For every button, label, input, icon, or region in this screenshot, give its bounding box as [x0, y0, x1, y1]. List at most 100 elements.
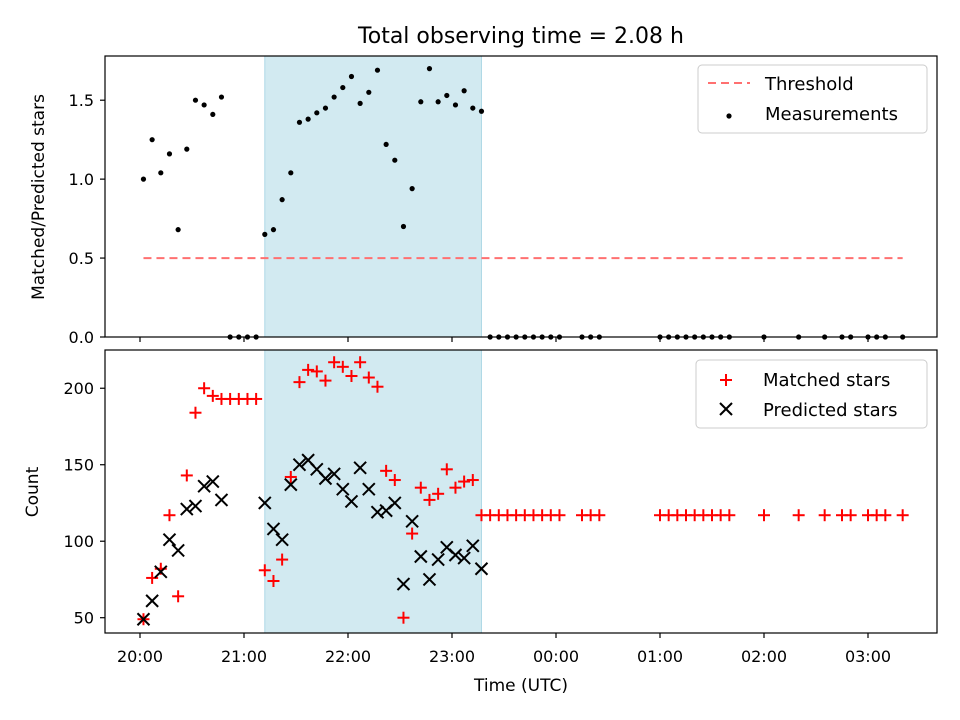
y-tick-label: 0.0	[69, 328, 94, 347]
matched-stars-point	[293, 376, 306, 389]
predicted-stars-point	[197, 479, 211, 493]
matched-stars-point	[345, 370, 358, 383]
bottom-panel-frame	[104, 349, 938, 634]
matched-stars-point	[371, 380, 384, 393]
y-tick-label: 200	[63, 379, 94, 398]
matched-stars-point	[380, 464, 393, 477]
predicted-stars-point	[258, 496, 272, 510]
measurement-point	[452, 102, 459, 108]
x-tick-label: 00:00	[533, 647, 579, 666]
matched-stars-point	[206, 389, 219, 402]
legend-predicted-label: Predicted stars	[763, 400, 897, 421]
predicted-stars-point	[266, 522, 281, 536]
predicted-stars-point	[431, 552, 445, 567]
top-panel-ylabel: Matched/Predicted stars	[29, 94, 49, 300]
predicted-stars-point	[344, 494, 359, 509]
matched-stars-point	[406, 527, 419, 540]
matched-stars-point	[792, 509, 805, 522]
predicted-stars-point	[388, 496, 402, 510]
predicted-stars-point	[136, 612, 151, 626]
matched-stars-point	[189, 406, 202, 419]
measurement-point	[201, 102, 207, 108]
predicted-stars-point	[353, 461, 367, 475]
y-tick-label: 100	[63, 532, 94, 551]
measurement-point	[348, 73, 355, 80]
matched-stars-point	[276, 553, 289, 566]
observing-span	[264, 349, 482, 634]
matched-stars-point	[449, 481, 462, 494]
chart-title: Total observing time = 2.08 h	[357, 24, 684, 49]
matched-stars-point	[844, 509, 857, 522]
matched-stars-point	[458, 475, 471, 488]
measurement-point	[270, 227, 277, 233]
measurement-point	[149, 137, 155, 143]
measurement-point	[435, 99, 441, 105]
matched-stars-point	[388, 474, 401, 487]
matched-stars-point	[198, 382, 211, 395]
matched-stars-point	[163, 509, 176, 522]
legend-predicted-swatch	[719, 402, 733, 416]
matched-stars-point	[723, 509, 736, 522]
measurement-point	[383, 141, 389, 148]
measurement-point	[322, 105, 329, 111]
measurement-point	[279, 197, 285, 203]
legend-threshold-label: Threshold	[764, 74, 854, 95]
measurement-point	[340, 84, 346, 91]
y-tick-label: 50	[74, 609, 94, 628]
x-tick-label: 03:00	[845, 647, 891, 666]
top-panel-frame	[104, 55, 938, 338]
matched-stars-point	[302, 363, 315, 376]
measurement-point	[140, 176, 147, 182]
matched-stars-point	[879, 509, 892, 522]
matched-stars-point	[896, 509, 909, 522]
measurement-point	[400, 223, 407, 230]
measurement-point	[470, 105, 476, 111]
matched-stars-point	[180, 469, 193, 482]
matched-stars-point	[146, 571, 159, 584]
predicted-stars-point	[145, 594, 159, 608]
legend-measurements-label: Measurements	[765, 104, 898, 125]
top-legend: Threshold Measurements	[697, 64, 928, 134]
predicted-stars-point	[414, 549, 428, 564]
matched-stars-point	[397, 611, 410, 624]
predicted-stars-point	[474, 562, 489, 576]
matched-stars-point	[310, 365, 323, 378]
x-axis-label: Time (UTC)	[473, 676, 568, 696]
matched-stars-point	[284, 470, 297, 483]
measurement-point	[444, 92, 450, 99]
predicted-stars-point	[214, 493, 229, 507]
matched-stars-point	[466, 474, 479, 487]
measurement-point	[392, 157, 398, 163]
matched-stars-point	[818, 509, 831, 522]
measurement-point	[262, 231, 268, 237]
predicted-stars-point	[171, 543, 185, 558]
predicted-stars-point	[362, 482, 376, 496]
matched-stars-point	[354, 356, 367, 369]
x-tick-label: 01:00	[637, 647, 683, 666]
matched-stars-point	[258, 564, 271, 577]
measurement-point	[210, 111, 216, 118]
measurement-point	[175, 227, 181, 233]
y-tick-label: 1.0	[69, 170, 94, 189]
bottom-panel: 50 100 150 200 20:00 21:00 22:00 23:00 00:00 01:…	[23, 349, 938, 666]
predicted-stars-point	[162, 532, 177, 547]
predicted-stars-point	[275, 532, 289, 547]
measurement-point	[158, 170, 164, 176]
predicted-stars-point	[448, 548, 463, 562]
legend-measurements-swatch	[726, 113, 732, 119]
y-tick-label: 150	[63, 456, 94, 475]
top-legend-box	[697, 64, 928, 134]
x-tick-label: 20:00	[117, 647, 163, 666]
measurement-point	[305, 116, 311, 122]
matched-stars-point	[423, 493, 436, 506]
matched-stars-point	[250, 392, 263, 405]
x-tick-label: 02:00	[741, 647, 787, 666]
x-tick-label: 23:00	[429, 647, 475, 666]
predicted-stars-point	[396, 577, 411, 591]
predicted-stars-point	[318, 471, 333, 486]
bottom-legend-box	[695, 359, 928, 429]
matched-stars-point	[432, 487, 445, 500]
predicted-stars-point	[206, 474, 220, 489]
bottom-legend: Matched stars Predicted stars	[695, 359, 928, 429]
